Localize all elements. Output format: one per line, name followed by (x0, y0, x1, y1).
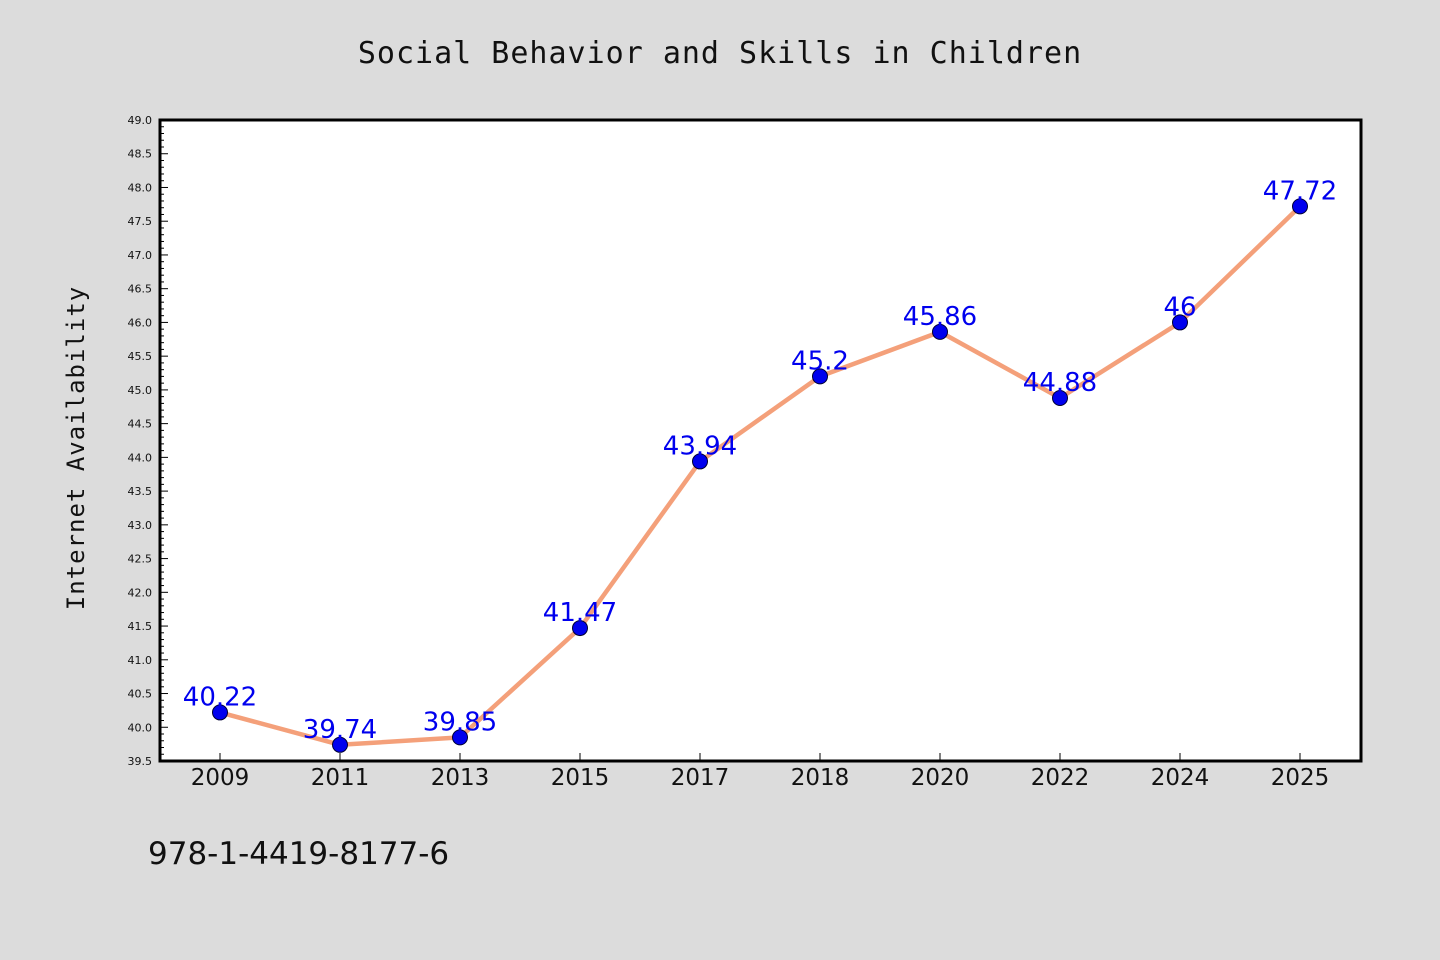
y-tick-label: 40.0 (128, 721, 153, 734)
x-tick-label: 2013 (431, 765, 490, 791)
y-tick-label: 40.5 (128, 688, 153, 701)
data-point (692, 453, 708, 470)
y-axis: 39.5 40.0 40.5 41.0 41.5 42.0 42.5 43.0 43.5 44.0… (128, 114, 168, 768)
data-label: 45.86 (903, 302, 977, 332)
x-tick-label: 2009 (191, 765, 250, 791)
data-label: 40.22 (183, 682, 257, 712)
x-tick-label: 2015 (551, 765, 610, 791)
isbn-text: 978-1-4419-8177-6 (148, 836, 449, 872)
y-tick-label: 42.0 (128, 586, 153, 599)
data-point (1292, 198, 1308, 215)
data-point (332, 736, 348, 753)
y-tick-label: 43.5 (128, 485, 153, 498)
chart-title: Social Behavior and Skills in Children (358, 36, 1082, 71)
x-tick-label: 2011 (311, 765, 370, 791)
y-tick-label: 43.0 (128, 519, 153, 532)
data-point (572, 620, 588, 637)
y-tick-label: 47.5 (128, 215, 153, 228)
data-point (812, 368, 828, 385)
x-tick-label: 2024 (1151, 765, 1210, 791)
plot-area (158, 118, 1363, 763)
y-tick-label: 45.0 (128, 384, 153, 397)
y-tick-label: 41.0 (128, 654, 153, 667)
y-tick-label: 39.5 (128, 755, 153, 768)
y-axis-label: Internet Availability (62, 286, 90, 610)
y-tick-label: 49.0 (128, 114, 153, 127)
x-tick-label: 2020 (911, 765, 970, 791)
data-label: 41.47 (543, 598, 617, 628)
y-tick-label: 44.5 (128, 418, 153, 431)
data-point (212, 704, 228, 721)
y-tick-label: 47.0 (128, 249, 153, 262)
x-tick-label: 2017 (671, 765, 730, 791)
data-label: 39.85 (423, 707, 497, 737)
y-tick-label: 42.5 (128, 553, 153, 566)
data-point (932, 323, 948, 340)
x-axis: 2009 2011 2013 2015 2017 2018 2020 2022 2024 2025 (191, 753, 1330, 791)
data-point (1052, 389, 1068, 406)
y-tick-label: 44.0 (128, 451, 153, 464)
data-label: 43.94 (663, 431, 737, 461)
data-labels: 40.22 39.74 39.85 41.47 43.94 45.2 45.86 44.88 4… (183, 176, 1337, 744)
x-tick-label: 2018 (791, 765, 850, 791)
y-tick-label: 45.5 (128, 350, 153, 363)
data-point (1172, 314, 1188, 331)
x-tick-label: 2025 (1271, 765, 1330, 791)
data-label: 47.72 (1263, 176, 1337, 206)
y-tick-label: 46.0 (128, 316, 153, 329)
data-label: 44.88 (1023, 368, 1097, 398)
data-label: 45.2 (791, 346, 849, 376)
data-point (452, 729, 468, 746)
x-tick-label: 2022 (1031, 765, 1090, 791)
series-line (217, 204, 1303, 748)
series-layer (212, 198, 1308, 753)
y-tick-label: 46.5 (128, 283, 153, 296)
data-label: 39.74 (303, 715, 377, 745)
y-tick-label: 41.5 (128, 620, 153, 633)
y-tick-label: 48.0 (128, 181, 153, 194)
data-label: 46 (1163, 292, 1196, 322)
y-tick-label: 48.5 (128, 148, 153, 161)
